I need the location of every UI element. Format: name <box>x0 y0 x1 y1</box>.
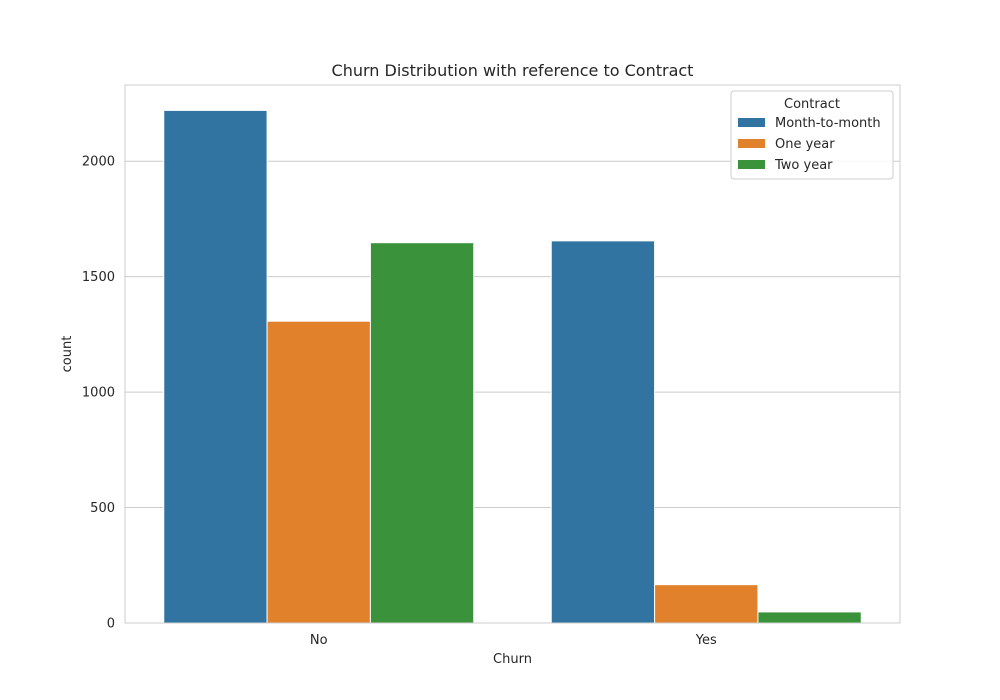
x-tick-label: No <box>310 633 328 648</box>
y-tick-label: 0 <box>107 617 115 632</box>
y-tick-label: 500 <box>90 501 115 516</box>
bar-yes-month-to-month <box>550 240 656 624</box>
legend-label: One year <box>775 137 835 152</box>
legend: Contract Month-to-month One year Two year <box>730 90 894 180</box>
bar-yes-one-year <box>654 584 759 624</box>
legend-box <box>730 90 894 180</box>
legend-label: Two year <box>774 158 833 173</box>
bar-yes-two-year <box>757 611 862 624</box>
y-axis-ticks: 0 500 1000 1500 2000 <box>82 155 115 632</box>
plot-frame <box>124 84 901 624</box>
x-tick-label: Yes <box>695 633 717 648</box>
y-tick-label: 1000 <box>82 386 115 401</box>
legend-swatch <box>738 118 765 127</box>
legend-swatch <box>738 160 765 169</box>
y-tick-label: 1500 <box>82 270 115 285</box>
bar-no-one-year <box>266 320 371 624</box>
bar-no-two-year <box>369 242 475 624</box>
legend-label: Month-to-month <box>775 116 881 131</box>
x-axis-ticks: No Yes <box>310 633 717 648</box>
legend-title: Contract <box>784 97 840 112</box>
chart-title: Churn Distribution with reference to Con… <box>332 61 694 80</box>
bar-no-month-to-month <box>163 109 268 624</box>
legend-swatch <box>738 139 765 148</box>
y-axis-label: count <box>60 336 75 373</box>
y-tick-label: 2000 <box>82 155 115 170</box>
x-axis-label: Churn <box>493 652 532 667</box>
bars <box>163 109 862 624</box>
